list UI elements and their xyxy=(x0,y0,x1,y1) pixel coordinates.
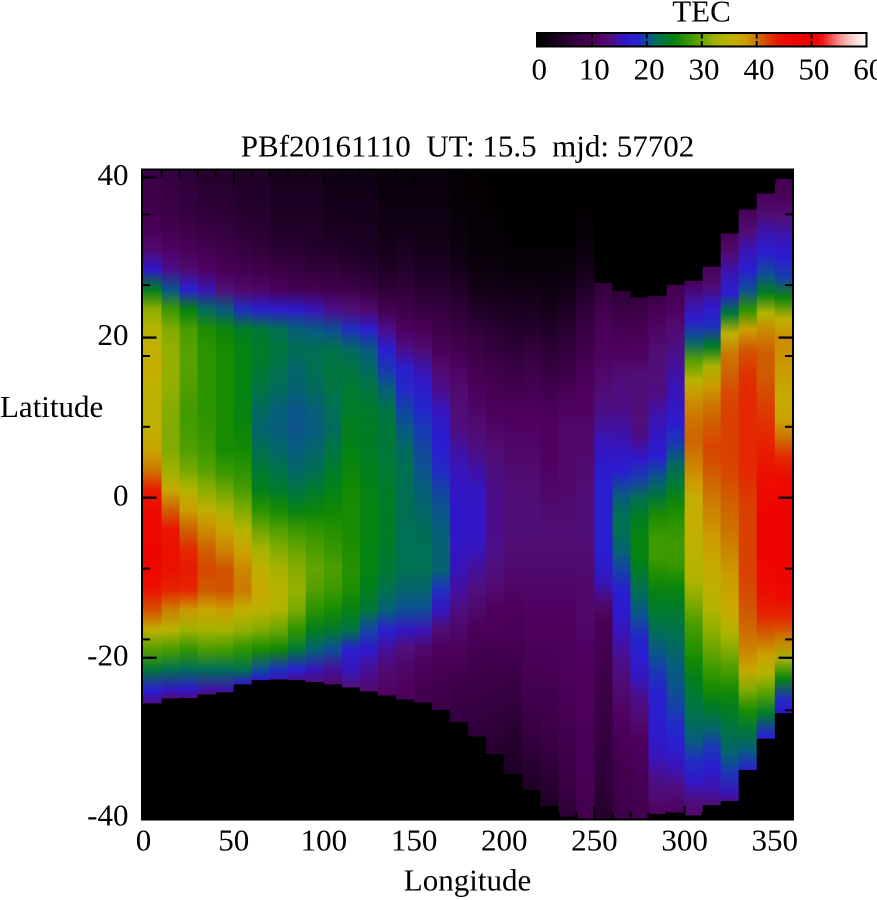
svg-text:Latitude: Latitude xyxy=(0,389,103,424)
svg-text:50: 50 xyxy=(218,823,249,858)
svg-text:0: 0 xyxy=(113,477,129,512)
svg-text:0: 0 xyxy=(136,823,152,858)
svg-text:50: 50 xyxy=(798,52,829,87)
svg-text:30: 30 xyxy=(689,52,720,87)
svg-text:300: 300 xyxy=(661,823,708,858)
svg-text:100: 100 xyxy=(301,823,348,858)
svg-text:20: 20 xyxy=(634,52,665,87)
svg-text:60: 60 xyxy=(853,52,877,87)
svg-text:-40: -40 xyxy=(87,798,128,833)
svg-text:10: 10 xyxy=(579,52,610,87)
svg-text:Longitude: Longitude xyxy=(404,863,531,898)
svg-text:TEC: TEC xyxy=(672,0,731,28)
svg-text:150: 150 xyxy=(391,823,438,858)
svg-text:20: 20 xyxy=(98,317,129,352)
svg-text:200: 200 xyxy=(481,823,528,858)
svg-text:40: 40 xyxy=(98,157,129,192)
svg-text:PBf20161110 UT: 15.5 mjd: 57: PBf20161110 UT: 15.5 mjd: 57702 xyxy=(241,128,694,163)
svg-text:40: 40 xyxy=(744,52,775,87)
svg-text:-20: -20 xyxy=(87,637,128,672)
svg-text:0: 0 xyxy=(532,52,548,87)
svg-text:350: 350 xyxy=(752,823,799,858)
svg-text:250: 250 xyxy=(571,823,618,858)
